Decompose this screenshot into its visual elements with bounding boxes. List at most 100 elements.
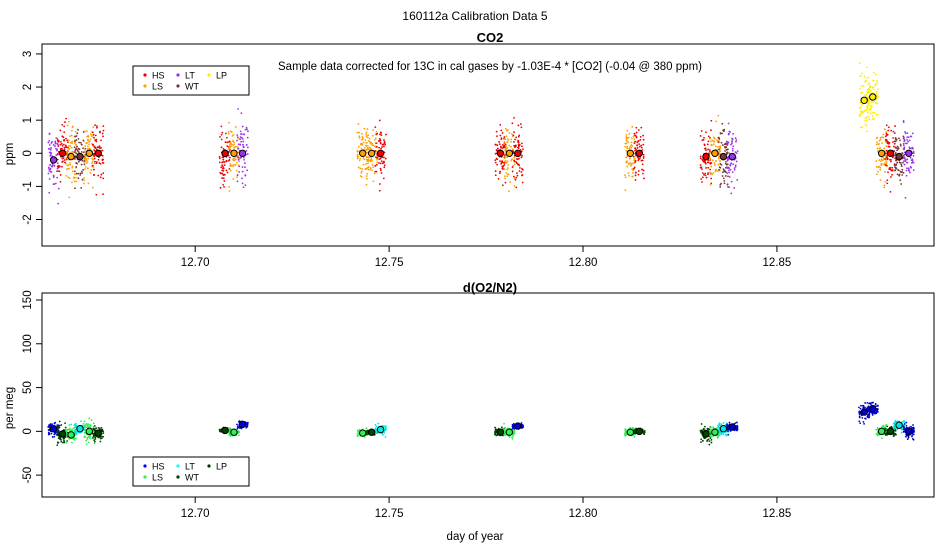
- data-point: [865, 130, 868, 133]
- y-tick-label: -1: [22, 181, 34, 191]
- data-point: [876, 426, 879, 429]
- data-point: [510, 140, 512, 143]
- data-point: [700, 423, 703, 425]
- data-point: [85, 443, 88, 445]
- data-point: [102, 193, 104, 195]
- data-point: [883, 186, 886, 189]
- data-point: [229, 143, 231, 146]
- data-point: [866, 401, 869, 404]
- data-point: [872, 411, 875, 414]
- data-point: [246, 153, 249, 155]
- data-point: [902, 161, 904, 164]
- data-point: [376, 156, 379, 159]
- data-point: [76, 149, 79, 152]
- data-point: [906, 167, 908, 170]
- data-point: [498, 172, 501, 175]
- data-point: [721, 175, 724, 177]
- data-point: [237, 147, 240, 150]
- data-point: [898, 137, 900, 140]
- data-point: [881, 425, 884, 428]
- data-point: [860, 112, 863, 115]
- data-point: [74, 148, 77, 151]
- data-point: [93, 168, 95, 171]
- series-mean-marker: [702, 152, 710, 161]
- series-mean-marker: [58, 430, 67, 438]
- data-point: [238, 160, 241, 163]
- data-point: [75, 422, 77, 425]
- data-point: [513, 429, 516, 432]
- data-point: [87, 182, 90, 185]
- data-point: [886, 433, 889, 436]
- data-point: [699, 429, 702, 432]
- data-point: [234, 158, 237, 161]
- data-point: [54, 145, 56, 147]
- co2-annotation: Sample data corrected for 13C in cal gas…: [278, 61, 702, 73]
- data-point: [72, 150, 75, 153]
- data-point: [511, 427, 514, 430]
- data-point: [67, 148, 70, 150]
- data-point: [229, 164, 232, 167]
- data-point: [505, 161, 508, 164]
- data-point: [363, 127, 366, 130]
- data-point: [891, 169, 894, 171]
- data-point: [895, 159, 898, 162]
- data-point: [875, 137, 878, 140]
- data-point: [48, 178, 51, 180]
- data-point: [699, 135, 702, 137]
- data-point: [92, 433, 95, 436]
- series-mean-marker: [85, 427, 94, 436]
- data-point: [873, 111, 876, 114]
- data-point: [911, 132, 914, 135]
- data-point: [718, 160, 721, 162]
- data-point: [372, 180, 375, 183]
- data-point: [93, 155, 96, 158]
- data-point: [899, 143, 902, 146]
- data-point: [95, 193, 98, 196]
- data-point: [870, 100, 873, 103]
- data-point: [869, 107, 872, 110]
- data-point: [707, 135, 710, 138]
- data-point: [868, 87, 871, 90]
- data-point: [243, 133, 246, 136]
- data-point: [72, 427, 75, 430]
- data-point: [69, 144, 72, 147]
- data-point: [726, 423, 729, 426]
- data-point: [494, 426, 497, 429]
- data-point: [868, 416, 870, 419]
- co2-panel: CO2 Sample data corrected for 13C in cal…: [4, 30, 935, 269]
- data-point: [633, 166, 636, 169]
- data-point: [56, 428, 59, 431]
- data-point: [57, 441, 59, 444]
- data-point: [888, 145, 891, 148]
- data-point: [79, 141, 82, 144]
- data-point: [95, 427, 98, 430]
- data-point: [358, 428, 361, 431]
- data-point: [624, 433, 627, 436]
- data-point: [102, 135, 104, 138]
- series-mean-marker: [238, 149, 247, 157]
- data-point: [60, 440, 63, 443]
- data-point: [624, 142, 627, 145]
- data-point: [59, 141, 62, 143]
- data-point: [517, 124, 520, 127]
- data-point: [642, 138, 645, 141]
- data-point: [875, 91, 878, 93]
- data-point: [904, 160, 907, 163]
- data-point: [894, 125, 896, 127]
- data-point: [639, 138, 642, 141]
- data-point: [99, 162, 102, 165]
- data-point: [702, 428, 705, 431]
- data-point: [911, 159, 914, 162]
- data-point: [224, 141, 227, 144]
- data-point: [509, 181, 512, 183]
- data-point: [513, 163, 516, 166]
- data-point: [86, 145, 89, 148]
- data-point: [62, 157, 65, 160]
- data-point: [59, 143, 62, 146]
- data-point: [358, 131, 361, 134]
- data-point: [379, 169, 382, 172]
- data-point: [56, 165, 59, 168]
- data-point: [49, 154, 52, 157]
- data-point: [862, 420, 865, 423]
- data-point: [357, 145, 360, 148]
